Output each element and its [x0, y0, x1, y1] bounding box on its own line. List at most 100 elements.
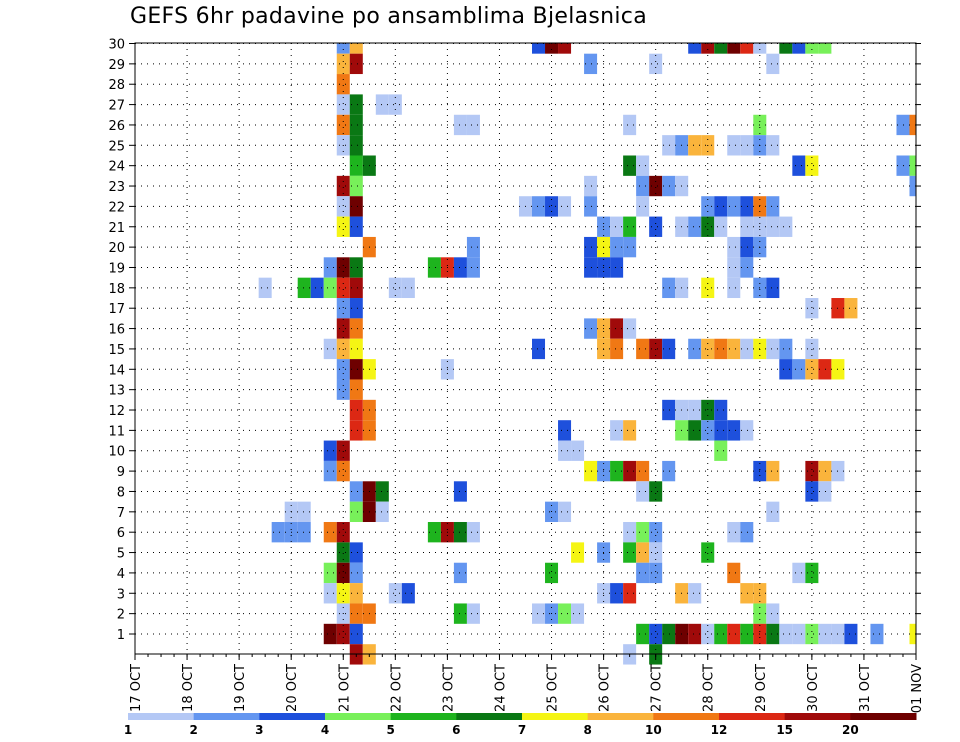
heatmap-cell: [714, 440, 728, 461]
heatmap-cell: [571, 603, 585, 624]
heatmap-cell: [349, 277, 363, 299]
heatmap-cell: [610, 257, 624, 278]
heatmap-cell: [766, 460, 780, 482]
heatmap-cell: [701, 399, 715, 421]
x-tick-label: 19 OCT: [233, 664, 248, 712]
heatmap-cell: [532, 338, 546, 360]
heatmap-cell: [558, 440, 572, 461]
heatmap-cell: [571, 440, 585, 461]
heatmap-cell: [740, 216, 754, 237]
x-tick-label: 17 OCT: [129, 664, 144, 712]
heatmap-cell: [453, 481, 467, 502]
y-tick-label: 15: [108, 343, 125, 358]
heatmap-cell: [545, 196, 559, 217]
heatmap-cell: [623, 522, 637, 543]
colorbar-swatch: [719, 713, 786, 720]
heatmap-cell: [701, 277, 715, 299]
heatmap-cell: [727, 623, 741, 645]
heatmap-cell: [649, 175, 663, 197]
x-tick-label: 31 OCT: [858, 664, 873, 712]
heatmap-cell: [805, 623, 819, 645]
heatmap-cell: [662, 399, 676, 421]
y-tick-label: 13: [108, 384, 125, 399]
y-tick-label: 23: [108, 180, 125, 195]
heatmap-cell: [401, 277, 415, 299]
heatmap-cell: [349, 542, 363, 563]
heatmap-cell: [714, 338, 728, 360]
heatmap-cell: [701, 623, 715, 645]
heatmap-cell: [792, 155, 806, 176]
heatmap-cell: [349, 603, 363, 624]
heatmap-cell: [297, 501, 311, 523]
heatmap-cell: [792, 359, 806, 380]
heatmap-cell: [714, 216, 728, 237]
heatmap-cell: [610, 216, 624, 237]
heatmap-cell: [740, 43, 754, 54]
y-tick-label: 11: [108, 424, 125, 439]
heatmap-cell: [870, 623, 884, 645]
colorbar-label: 20: [842, 723, 859, 737]
heatmap-cell: [349, 298, 363, 319]
heatmap-cell: [636, 196, 650, 217]
y-tick-label: 25: [108, 139, 125, 154]
heatmap-cell: [466, 257, 480, 278]
heatmap-cell: [336, 338, 350, 360]
heatmap-cell: [258, 277, 272, 299]
heatmap-cell: [375, 94, 389, 115]
heatmap-cell: [662, 623, 676, 645]
heatmap-cell: [349, 338, 363, 360]
colorbar-swatch: [587, 713, 654, 720]
heatmap-cell: [766, 216, 780, 237]
heatmap-cell: [336, 522, 350, 543]
heatmap-cell: [779, 43, 793, 54]
x-tick-label: 23 OCT: [441, 664, 456, 712]
y-tick-label: 19: [108, 261, 125, 276]
heatmap-cell: [649, 338, 663, 360]
heatmap-cell: [649, 623, 663, 645]
heatmap-cell: [336, 196, 350, 217]
heatmap-cell: [649, 542, 663, 563]
chart-title: GEFS 6hr padavine po ansamblima Bjelasni…: [130, 4, 647, 29]
colorbar-label: 12: [711, 723, 728, 737]
x-tick-label: 26 OCT: [598, 664, 613, 712]
axis-ticks: [129, 43, 921, 660]
heatmap-cell: [688, 43, 702, 54]
colorbar-swatch: [784, 713, 851, 720]
heatmap-cell: [662, 175, 676, 197]
heatmap-cell: [349, 196, 363, 217]
heatmap-cell: [349, 216, 363, 237]
heatmap-cell: [584, 236, 598, 258]
heatmap-cell: [466, 522, 480, 543]
heatmap-cell: [805, 298, 819, 319]
heatmap-cell: [623, 236, 637, 258]
heatmap-cell: [349, 501, 363, 523]
heatmap-cell: [623, 155, 637, 176]
heatmap-cell: [636, 175, 650, 197]
y-tick-label: 4: [117, 567, 125, 582]
heatmap-cell: [636, 338, 650, 360]
heatmap-cell: [623, 114, 637, 136]
heatmap-cell: [844, 298, 858, 319]
heatmap-cell: [623, 318, 637, 339]
heatmap-cell: [740, 196, 754, 217]
heatmap-cell: [453, 114, 467, 136]
heatmap-cell: [610, 318, 624, 339]
heatmap-cell: [779, 623, 793, 645]
heatmap-cell: [662, 460, 676, 482]
heatmap-cell: [649, 481, 663, 502]
heatmap-cell: [349, 420, 363, 441]
heatmap-cell: [584, 53, 598, 75]
heatmap-cell: [610, 460, 624, 482]
heatmap-cell: [740, 623, 754, 645]
heatmap-cell: [545, 43, 559, 54]
heatmap-cell: [349, 114, 363, 136]
y-tick-label: 14: [108, 363, 125, 378]
heatmap-cell: [688, 583, 702, 604]
heatmap-cell: [623, 420, 637, 441]
heatmap-cell: [336, 460, 350, 482]
heatmap-cell: [844, 623, 858, 645]
y-tick-label: 18: [108, 282, 125, 297]
heatmap-cell: [349, 583, 363, 604]
heatmap-cell: [779, 338, 793, 360]
heatmap-cell: [336, 257, 350, 278]
